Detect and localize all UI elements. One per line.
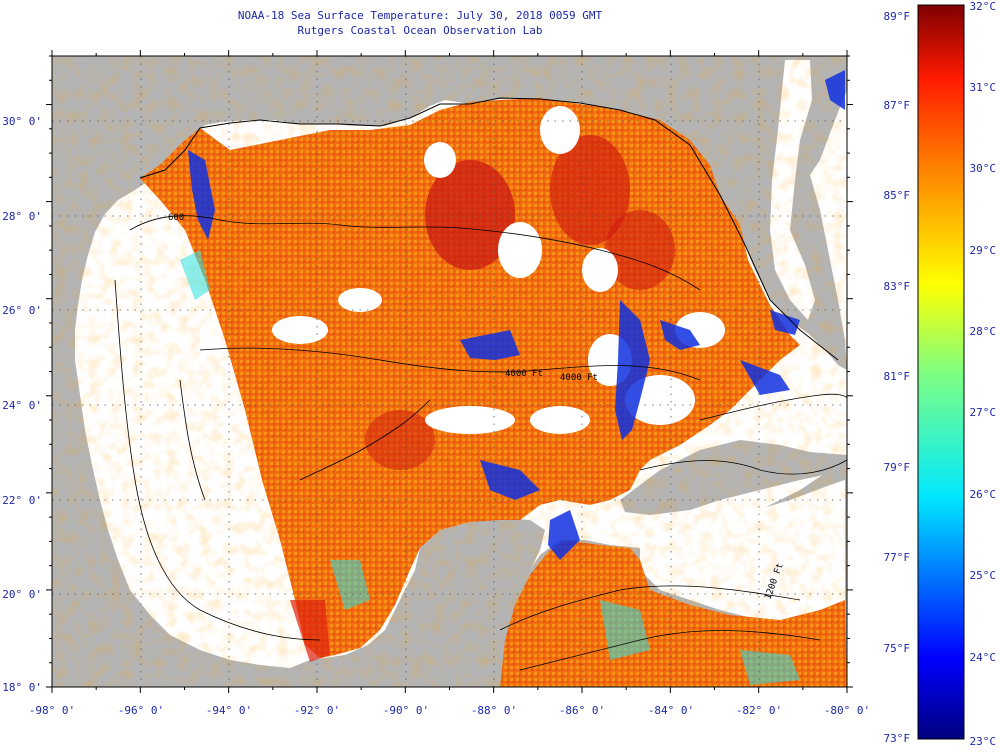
colorbar-label-c: 30°C — [970, 162, 997, 175]
warm-core-3 — [605, 210, 675, 290]
lon-tick-label: -92° 0' — [294, 704, 340, 717]
warm-core-2 — [550, 135, 630, 245]
lat-tick-label: 24° 0' — [2, 399, 42, 412]
lon-tick-label: -84° 0' — [648, 704, 694, 717]
lon-tick-label: -96° 0' — [118, 704, 164, 717]
colorbar-label-f: 81°F — [884, 370, 911, 383]
lon-tick-label: -90° 0' — [383, 704, 429, 717]
lat-tick-label: 22° 0' — [2, 494, 42, 507]
map-title: NOAA-18 Sea Surface Temperature: July 30… — [237, 9, 603, 22]
colorbar-label-f: 73°F — [884, 732, 911, 745]
colorbar-label-c: 27°C — [970, 406, 997, 419]
title-block: NOAA-18 Sea Surface Temperature: July 30… — [160, 8, 680, 38]
colorbar-label-f: 77°F — [884, 551, 911, 564]
colorbar-label-c: 31°C — [970, 81, 997, 94]
colorbar-label-f: 83°F — [884, 280, 911, 293]
colorbar-label-c: 29°C — [970, 244, 997, 257]
lon-tick-label: -80° 0' — [824, 704, 870, 717]
contour-label-600: 600 — [168, 213, 184, 223]
colorbar-f-labels: 89°F 87°F 85°F 83°F 81°F 79°F 77°F 75°F … — [884, 10, 911, 745]
colorbar-label-c: 24°C — [970, 651, 997, 664]
colorbar-label-c: 32°C — [970, 0, 997, 13]
graticule — [52, 56, 847, 687]
lat-tick-label: 20° 0' — [2, 588, 42, 601]
colorbar — [917, 4, 965, 740]
lon-tick-label: -82° 0' — [736, 704, 782, 717]
lon-tick-label: -86° 0' — [559, 704, 605, 717]
colorbar-label-f: 79°F — [884, 461, 911, 474]
cyan-patches — [180, 250, 800, 685]
lat-tick-label: 30° 0' — [2, 115, 42, 128]
colorbar-label-c: 28°C — [970, 325, 997, 338]
warm-core-1 — [425, 160, 515, 270]
colorbar-label-f: 87°F — [884, 99, 911, 112]
coastline — [139, 97, 839, 361]
colorbar-label-c: 23°C — [970, 735, 997, 748]
colorbar-label-f: 89°F — [884, 10, 911, 23]
colorbar-label-f: 75°F — [884, 642, 911, 655]
lat-tick-label: 26° 0' — [2, 304, 42, 317]
colorbar-c-labels: 32°C 31°C 30°C 29°C 28°C 27°C 26°C 25°C … — [970, 0, 997, 748]
warm-core-5 — [290, 600, 330, 662]
colorbar-label-c: 25°C — [970, 569, 997, 582]
lon-tick-label: -88° 0' — [471, 704, 517, 717]
map-content — [52, 56, 847, 687]
lon-tick-label: -94° 0' — [206, 704, 252, 717]
colorbar-label-f: 85°F — [884, 189, 911, 202]
warm-core-4 — [365, 410, 435, 470]
lon-tick-label: -98° 0' — [29, 704, 75, 717]
lat-tick-labels: 18° 0' 20° 0' 22° 0' 24° 0' 26° 0' 28° 0… — [2, 115, 42, 694]
depth-contours — [114, 215, 847, 671]
map-subtitle: Rutgers Coastal Ocean Observation Lab — [297, 24, 543, 37]
colorbar-label-c: 26°C — [970, 488, 997, 501]
cool-fringes — [188, 70, 845, 560]
contour-label-4000-a: 4000 Ft — [505, 369, 543, 379]
lat-tick-label: 18° 0' — [2, 681, 42, 694]
lat-tick-label: 28° 0' — [2, 210, 42, 223]
lon-tick-labels: -98° 0' -96° 0' -94° 0' -92° 0' -90° 0' … — [29, 704, 870, 717]
contour-label-4000-b: 4000 Ft — [560, 373, 598, 383]
axis-ticks — [46, 50, 853, 693]
